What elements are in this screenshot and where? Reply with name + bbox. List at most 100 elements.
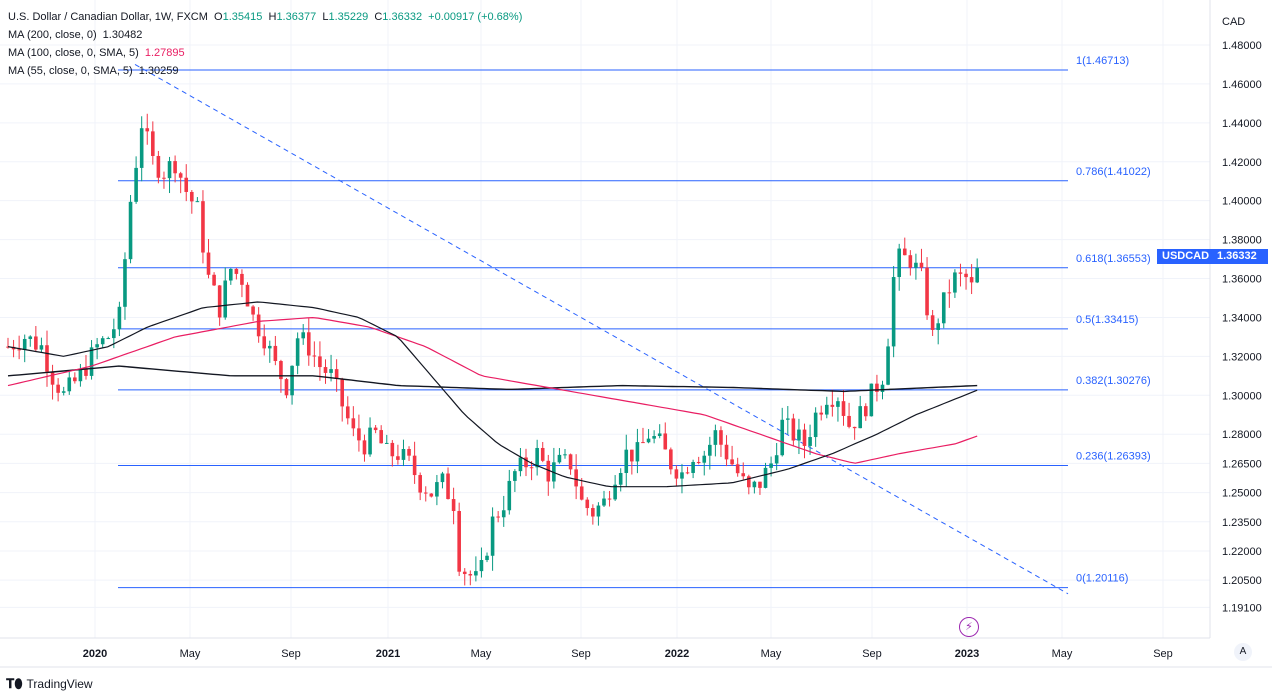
time-tick-label: Sep bbox=[1153, 648, 1173, 660]
ma55-legend[interactable]: MA (55, close, 0, SMA, 5) 1.30259 bbox=[8, 65, 179, 77]
candle-body bbox=[407, 449, 411, 456]
candle-body bbox=[312, 355, 317, 357]
candle-body bbox=[245, 284, 250, 307]
candle-body bbox=[362, 440, 367, 455]
candle-body bbox=[329, 369, 333, 373]
trend-line[interactable] bbox=[134, 64, 1069, 595]
time-tick-label: 2022 bbox=[665, 648, 689, 660]
candle-body bbox=[379, 430, 383, 444]
time-tick-label: 2020 bbox=[83, 648, 107, 660]
price-tick-label: 1.46000 bbox=[1222, 79, 1262, 91]
price-tick-label: 1.30000 bbox=[1222, 390, 1262, 402]
candle-body bbox=[435, 482, 439, 497]
time-tick-label: 2021 bbox=[376, 648, 400, 660]
ma55-value: 1.30259 bbox=[138, 65, 179, 77]
candle-body bbox=[602, 498, 606, 506]
candle-body bbox=[156, 155, 161, 178]
candle-body bbox=[758, 481, 762, 488]
candle-body bbox=[84, 369, 88, 376]
ma200-legend[interactable]: MA (200, close, 0) 1.30482 bbox=[8, 29, 143, 41]
candle-body bbox=[201, 201, 205, 253]
candle-body bbox=[173, 161, 177, 174]
candle-body bbox=[802, 429, 807, 446]
candle-body bbox=[251, 306, 255, 315]
price-tick-label: 1.19100 bbox=[1222, 602, 1262, 614]
price-tick-label: 1.22000 bbox=[1222, 546, 1262, 558]
candle-body bbox=[630, 449, 634, 462]
candle-body bbox=[702, 455, 707, 463]
candle-body bbox=[273, 345, 278, 362]
candle-body bbox=[256, 314, 261, 337]
ohlc-high: H1.36377 bbox=[268, 11, 317, 23]
candle-body bbox=[869, 383, 874, 417]
candle-body bbox=[641, 442, 645, 444]
time-tick-label: Sep bbox=[571, 648, 591, 660]
candle-body bbox=[925, 267, 929, 316]
price-tick-label: 1.38000 bbox=[1222, 235, 1262, 247]
auto-scale-button[interactable]: A bbox=[1234, 643, 1252, 661]
price-tick-label: 1.20500 bbox=[1222, 575, 1262, 587]
brand-name: TradingView bbox=[26, 677, 93, 691]
candle-body bbox=[975, 267, 979, 283]
candle-body bbox=[357, 428, 361, 441]
price-tick-label: 1.25000 bbox=[1222, 488, 1262, 500]
candle-body bbox=[507, 480, 512, 511]
fib-level-label: 1(1.46713) bbox=[1076, 55, 1129, 67]
ma200-value: 1.30482 bbox=[102, 29, 143, 41]
candle-body bbox=[206, 252, 211, 275]
candle-body bbox=[847, 415, 851, 427]
candle-body bbox=[574, 469, 578, 487]
candle-body bbox=[390, 442, 395, 457]
candle-body bbox=[557, 454, 562, 463]
ma100-legend[interactable]: MA (100, close, 0, SMA, 5) 1.27895 bbox=[8, 47, 185, 59]
candle-body bbox=[457, 511, 461, 572]
symbol-title[interactable]: U.S. Dollar / Canadian Dollar, 1W, FXCM bbox=[8, 11, 208, 23]
candle-body bbox=[50, 371, 55, 385]
candle-body bbox=[351, 418, 356, 429]
time-tick-label: Sep bbox=[281, 648, 301, 660]
time-tick-label: May bbox=[1052, 648, 1073, 660]
candle-body bbox=[708, 444, 712, 456]
candle-body bbox=[607, 498, 612, 500]
candle-body bbox=[178, 173, 183, 178]
candle-body bbox=[680, 472, 684, 479]
candle-body bbox=[345, 406, 350, 419]
candle-body bbox=[340, 378, 344, 407]
time-tick-label: May bbox=[180, 648, 201, 660]
candlestick-series bbox=[6, 113, 979, 586]
price-tick-label: 1.48000 bbox=[1222, 40, 1262, 52]
candle-body bbox=[468, 574, 473, 576]
candle-body bbox=[39, 345, 44, 350]
time-tick-label: Sep bbox=[862, 648, 882, 660]
candle-body bbox=[786, 418, 790, 420]
candle-body bbox=[741, 473, 746, 477]
candle-body bbox=[886, 346, 890, 385]
price-scale[interactable]: 1.48000 1.46000 1.44000 1.42000 1.40000 1.380… bbox=[1222, 40, 1262, 614]
candle-body bbox=[769, 463, 773, 468]
candle-body bbox=[797, 429, 801, 441]
candle-body bbox=[836, 401, 840, 407]
fib-level-label: 0(1.20116) bbox=[1076, 573, 1128, 585]
candle-body bbox=[134, 167, 138, 202]
candle-body bbox=[106, 338, 111, 340]
candle-body bbox=[223, 280, 228, 318]
candle-body bbox=[657, 433, 662, 437]
candle-body bbox=[384, 442, 389, 444]
fib-level-label: 0.236(1.26393) bbox=[1076, 450, 1151, 462]
time-tick-label: May bbox=[471, 648, 492, 660]
candle-body bbox=[596, 505, 601, 517]
candle-body bbox=[546, 460, 551, 482]
candle-body bbox=[167, 161, 172, 179]
price-tick-label: 1.32000 bbox=[1222, 351, 1262, 363]
candle-body bbox=[490, 516, 495, 556]
ohlc-close: C1.36332 bbox=[374, 11, 423, 23]
time-scale[interactable]: 2020 May Sep 2021 May Sep 2022 May Sep 2023 May Sep bbox=[83, 648, 1173, 660]
bolt-icon[interactable]: ⚡ bbox=[959, 617, 979, 637]
time-tick-label: May bbox=[761, 648, 782, 660]
tradingview-footer[interactable]: 𝐓⬮ TradingView bbox=[6, 676, 93, 692]
fibonacci-retracement[interactable]: 1(1.46713) 0.786(1.41022) 0.618(1.36553) 0.… bbox=[118, 55, 1151, 589]
candle-body bbox=[306, 332, 311, 356]
candle-body bbox=[919, 262, 924, 268]
candle-body bbox=[852, 426, 857, 429]
